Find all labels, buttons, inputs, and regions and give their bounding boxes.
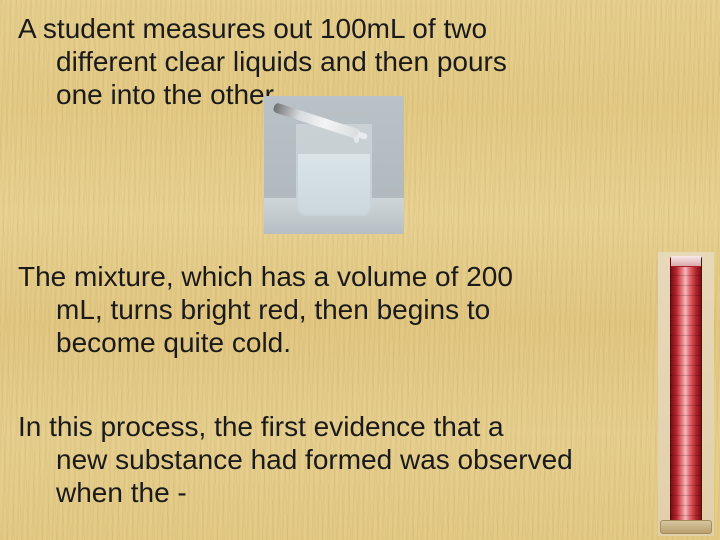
slide-content: A student measures out 100mL of two diff… [0, 0, 720, 540]
p1-line2: different clear liquids and then pours [18, 45, 702, 78]
p3-line2: new substance had formed was observed [18, 443, 642, 476]
cylinder-graduation-ticks [670, 266, 702, 520]
graduated-cylinder-image [658, 252, 714, 536]
beaker-image [264, 96, 404, 234]
paragraph-3: In this process, the first evidence that… [18, 410, 642, 509]
p3-line1: In this process, the first evidence that… [18, 410, 642, 443]
p1-line1: A student measures out 100mL of two [18, 12, 702, 45]
droplet-icon [354, 136, 359, 143]
p3-line3: when the - [18, 476, 642, 509]
p2-line2: mL, turns bright red, then begins to [18, 293, 642, 326]
paragraph-2-wrap: The mixture, which has a volume of 200 m… [18, 260, 642, 387]
paragraph-2: The mixture, which has a volume of 200 m… [18, 260, 642, 359]
p2-line3: become quite cold. [18, 326, 642, 359]
paragraph-3-wrap: In this process, the first evidence that… [18, 410, 642, 537]
cylinder-base [660, 520, 712, 534]
p2-line1: The mixture, which has a volume of 200 [18, 260, 642, 293]
